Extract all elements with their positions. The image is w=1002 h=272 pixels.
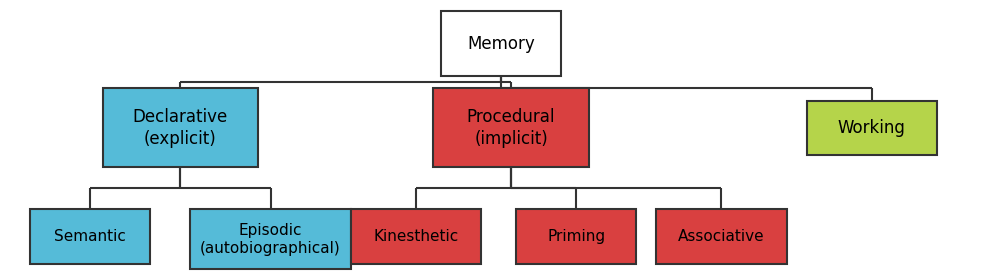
- FancyBboxPatch shape: [441, 11, 561, 76]
- FancyBboxPatch shape: [807, 101, 937, 155]
- FancyBboxPatch shape: [656, 209, 787, 264]
- Text: Priming: Priming: [547, 229, 605, 244]
- FancyBboxPatch shape: [516, 209, 636, 264]
- FancyBboxPatch shape: [30, 209, 150, 264]
- FancyBboxPatch shape: [433, 88, 589, 167]
- Text: Episodic
(autobiographical): Episodic (autobiographical): [200, 222, 341, 256]
- Text: Declarative
(explicit): Declarative (explicit): [132, 108, 228, 148]
- Text: Memory: Memory: [467, 35, 535, 52]
- FancyBboxPatch shape: [190, 209, 351, 269]
- Text: Semantic: Semantic: [54, 229, 126, 244]
- Text: Kinesthetic: Kinesthetic: [373, 229, 459, 244]
- FancyBboxPatch shape: [351, 209, 481, 264]
- Text: Procedural
(implicit): Procedural (implicit): [467, 108, 555, 148]
- FancyBboxPatch shape: [102, 88, 258, 167]
- Text: Associative: Associative: [678, 229, 765, 244]
- Text: Working: Working: [838, 119, 906, 137]
